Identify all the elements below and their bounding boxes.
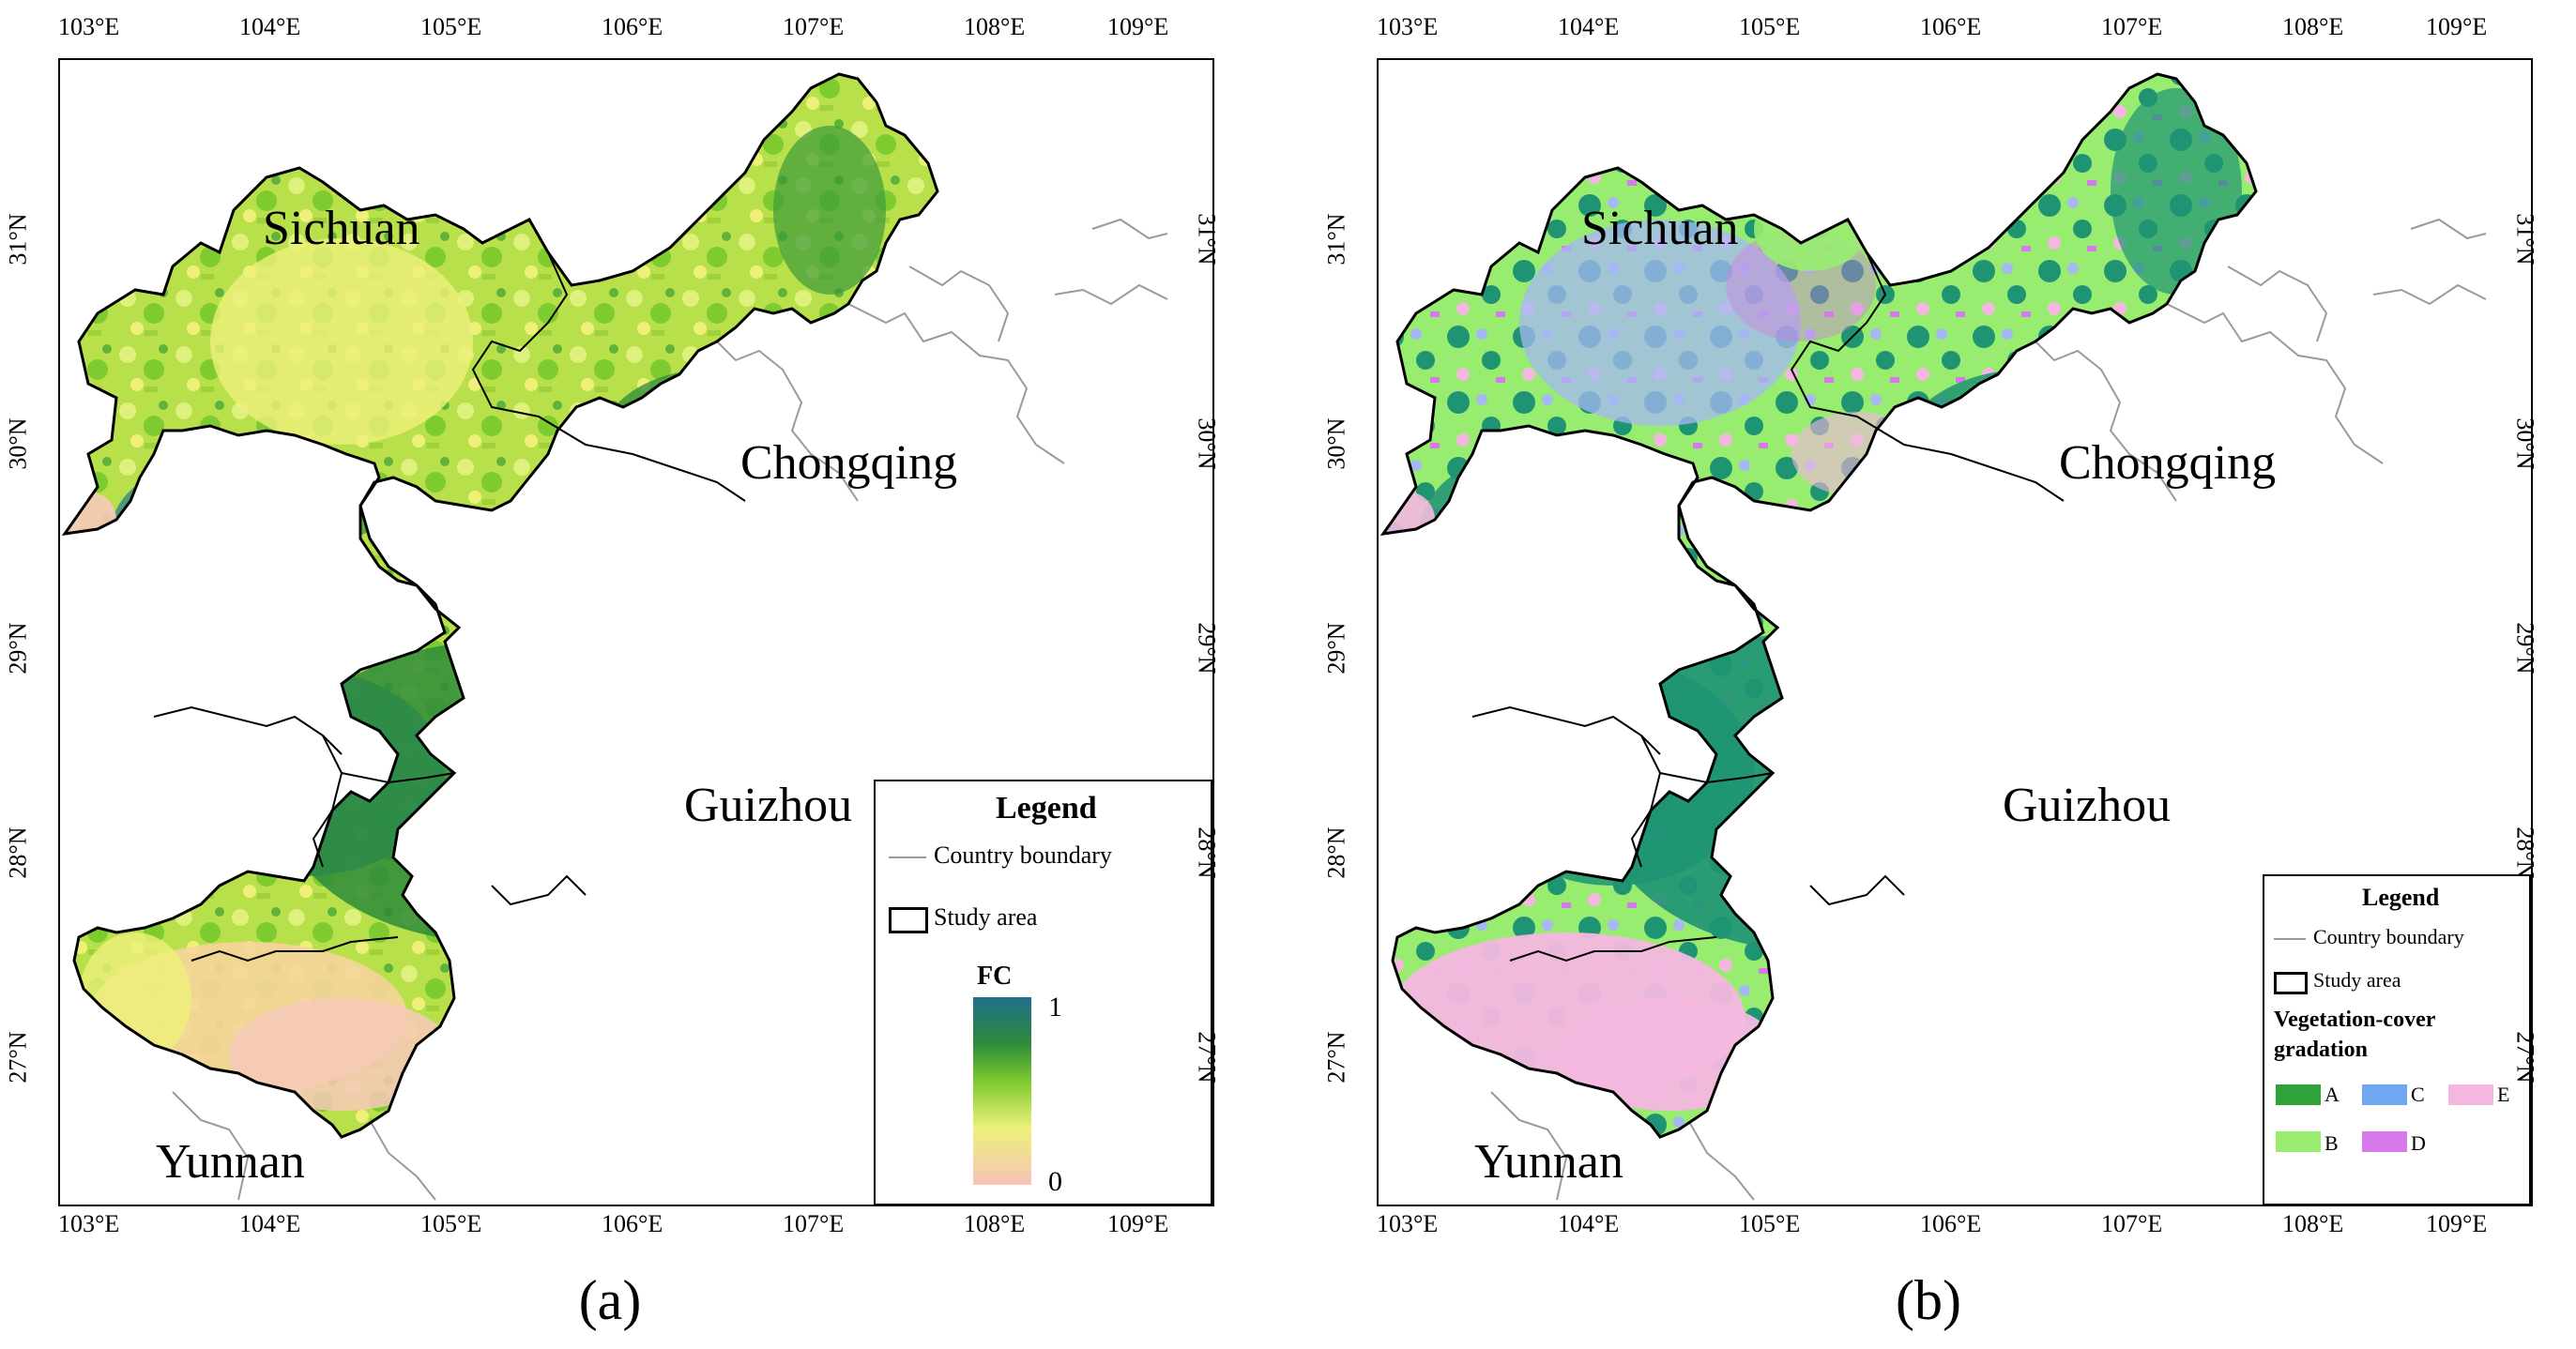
fc-scale-title: FC bbox=[977, 962, 1013, 991]
fc-color-ramp bbox=[973, 997, 1031, 1185]
lat-label: 27°N bbox=[1193, 1031, 1221, 1084]
gradation-title-line1: Vegetation-cover bbox=[2274, 1008, 2436, 1032]
class-label-c: C bbox=[2411, 1083, 2425, 1106]
lon-label: 107°E bbox=[2101, 1210, 2163, 1237]
class-swatch-a bbox=[2276, 1084, 2321, 1105]
class-label-a: A bbox=[2324, 1083, 2340, 1106]
province-lines-a bbox=[153, 251, 746, 962]
lon-label: 109°E bbox=[1107, 13, 1169, 40]
legend-title: Legend bbox=[996, 791, 1097, 826]
legend-boundary-label: Country boundary bbox=[2313, 925, 2464, 948]
lat-label: 27°N bbox=[2511, 1031, 2539, 1084]
lat-label: 31°N bbox=[4, 213, 32, 265]
boundary-line-swatch bbox=[2274, 938, 2306, 940]
lat-label: 28°N bbox=[1193, 826, 1221, 879]
lon-label: 109°E bbox=[1107, 1210, 1169, 1237]
panel-caption-b: (b) bbox=[1896, 1269, 1961, 1331]
lon-label: 105°E bbox=[420, 13, 482, 40]
lat-label: 29°N bbox=[4, 622, 32, 674]
lon-label: 109°E bbox=[2426, 1210, 2488, 1237]
gradation-title-line2: gradation bbox=[2274, 1038, 2369, 1062]
lon-label: 106°E bbox=[602, 13, 663, 40]
lat-label: 29°N bbox=[1322, 622, 1350, 674]
lat-label: 29°N bbox=[2511, 622, 2539, 674]
lon-label: 108°E bbox=[2282, 1210, 2344, 1237]
map-b bbox=[1381, 72, 2487, 1201]
lon-label: 108°E bbox=[2282, 13, 2344, 40]
lat-label: 31°N bbox=[1193, 213, 1221, 265]
lat-label: 30°N bbox=[1322, 417, 1350, 470]
label-yunnan: Yunnan bbox=[1474, 1135, 1623, 1189]
panel-a: Sichuan Chongqing Guizhou Yunnan Legend … bbox=[0, 0, 1221, 1349]
legend-study-area-label: Study area bbox=[934, 903, 1038, 931]
class-swatch-e bbox=[2448, 1084, 2493, 1105]
label-chongqing: Chongqing bbox=[2059, 436, 2277, 490]
class-swatch-d bbox=[2362, 1131, 2407, 1152]
lon-label: 103°E bbox=[58, 1210, 120, 1237]
lon-label: 105°E bbox=[1739, 1210, 1801, 1237]
label-chongqing: Chongqing bbox=[740, 436, 958, 490]
study-area-swatch bbox=[889, 907, 928, 933]
lat-label: 30°N bbox=[4, 417, 32, 470]
study-area-swatch bbox=[2274, 972, 2308, 994]
lat-label: 28°N bbox=[2511, 826, 2539, 879]
fc-scale-max: 1 bbox=[1048, 992, 1062, 1023]
label-sichuan: Sichuan bbox=[263, 202, 420, 255]
map-frame-b: Sichuan Chongqing Guizhou Yunnan Legend … bbox=[1377, 58, 2533, 1206]
boundary-line-swatch bbox=[889, 856, 926, 858]
label-sichuan: Sichuan bbox=[1581, 202, 1739, 255]
lon-label: 109°E bbox=[2426, 13, 2488, 40]
class-label-d: D bbox=[2411, 1131, 2426, 1155]
country-boundaries-b bbox=[1490, 218, 2487, 1201]
label-guizhou: Guizhou bbox=[2003, 779, 2172, 832]
lon-label: 103°E bbox=[58, 13, 120, 40]
legend-b: Legend Country boundary Study area Veget… bbox=[2263, 874, 2531, 1205]
lat-label: 28°N bbox=[4, 826, 32, 879]
lon-label: 105°E bbox=[1739, 13, 1801, 40]
lat-label: 31°N bbox=[1322, 213, 1350, 265]
lon-label: 106°E bbox=[1920, 13, 1982, 40]
lat-label: 29°N bbox=[1193, 622, 1221, 674]
lon-label: 105°E bbox=[420, 1210, 482, 1237]
fc-scale-min: 0 bbox=[1048, 1166, 1062, 1197]
lon-label: 104°E bbox=[239, 13, 301, 40]
lon-label: 104°E bbox=[1558, 13, 1620, 40]
lon-label: 104°E bbox=[239, 1210, 301, 1237]
country-boundaries-a bbox=[172, 218, 1168, 1201]
panel-caption-a: (a) bbox=[578, 1269, 642, 1331]
class-swatch-c bbox=[2362, 1084, 2407, 1105]
lon-label: 107°E bbox=[783, 1210, 845, 1237]
lat-label: 30°N bbox=[2511, 417, 2539, 470]
legend-title: Legend bbox=[2362, 884, 2440, 911]
lat-label: 27°N bbox=[1322, 1031, 1350, 1084]
lat-label: 30°N bbox=[1193, 417, 1221, 470]
lon-label: 106°E bbox=[602, 1210, 663, 1237]
map-a bbox=[63, 72, 1168, 1201]
lon-label: 107°E bbox=[2101, 13, 2163, 40]
lon-label: 107°E bbox=[783, 13, 845, 40]
legend-a: Legend Country boundary Study area FC 1 … bbox=[874, 780, 1212, 1205]
lat-label: 27°N bbox=[4, 1031, 32, 1084]
legend-study-area-label: Study area bbox=[2313, 968, 2401, 992]
class-label-e: E bbox=[2497, 1083, 2510, 1106]
label-yunnan: Yunnan bbox=[156, 1135, 305, 1189]
lon-label: 108°E bbox=[964, 1210, 1026, 1237]
lon-label: 108°E bbox=[964, 13, 1026, 40]
lon-label: 103°E bbox=[1377, 13, 1439, 40]
class-label-b: B bbox=[2324, 1131, 2339, 1155]
lon-label: 103°E bbox=[1377, 1210, 1439, 1237]
lat-label: 28°N bbox=[1322, 826, 1350, 879]
class-swatch-b bbox=[2276, 1131, 2321, 1152]
map-frame-a: Sichuan Chongqing Guizhou Yunnan Legend … bbox=[58, 58, 1214, 1206]
lon-label: 104°E bbox=[1558, 1210, 1620, 1237]
label-guizhou: Guizhou bbox=[684, 779, 853, 832]
legend-boundary-label: Country boundary bbox=[934, 841, 1112, 869]
lat-label: 31°N bbox=[2511, 213, 2539, 265]
panel-b: Sichuan Chongqing Guizhou Yunnan Legend … bbox=[1318, 0, 2539, 1349]
lon-label: 106°E bbox=[1920, 1210, 1982, 1237]
